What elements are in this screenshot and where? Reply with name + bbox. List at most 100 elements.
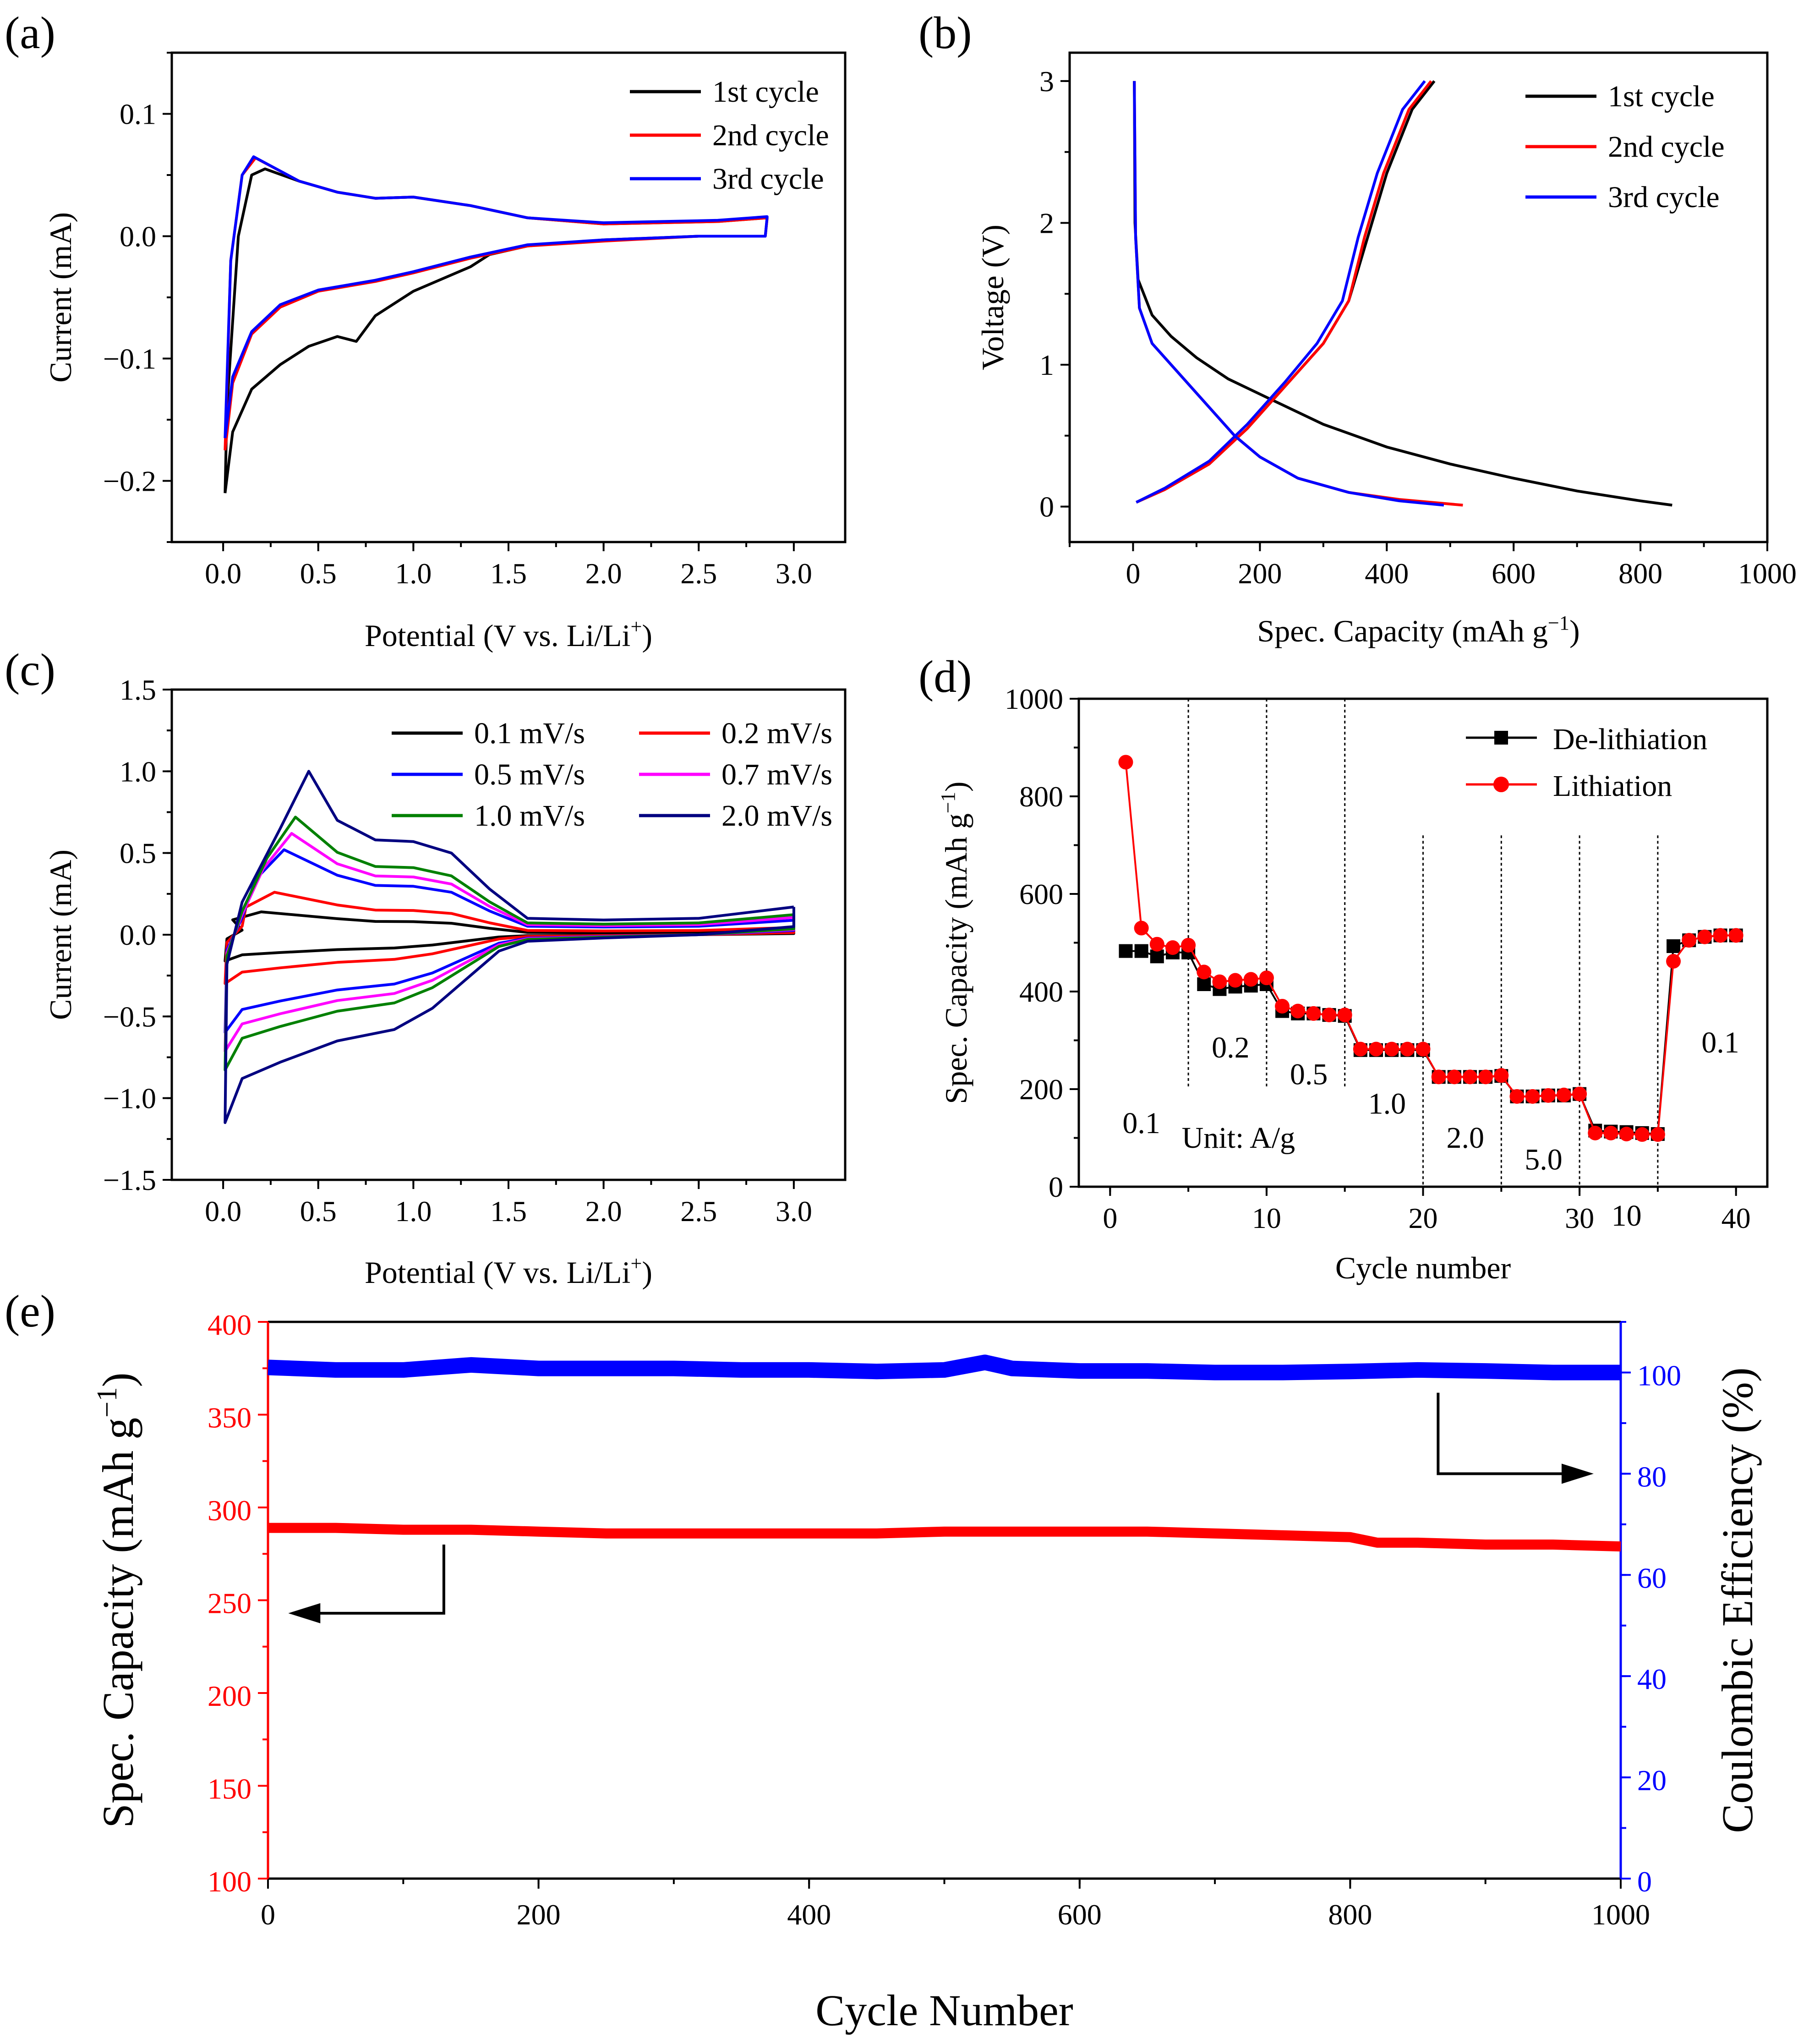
x-tick-label: 0.0 [205, 557, 241, 590]
capacity-trace [268, 1523, 1621, 1552]
rate-label: 5.0 [1525, 1143, 1563, 1177]
y-axis-label: Current (mA) [43, 849, 78, 1020]
circle-marker [1666, 954, 1681, 969]
cv-curve [224, 816, 795, 1072]
legend-label: 1st cycle [712, 75, 819, 109]
circle-marker [1259, 970, 1274, 986]
legend-label: 0.5 mV/s [474, 758, 585, 791]
x-tick-label: 200 [1238, 557, 1282, 590]
x-tick-label: 400 [787, 1898, 831, 1931]
circle-marker [1369, 1041, 1384, 1057]
y-tick-label: −1.0 [103, 1082, 156, 1115]
y-right-tick-label: 60 [1637, 1562, 1667, 1594]
circle-marker [1290, 1003, 1306, 1019]
x-tick-label: 600 [1058, 1898, 1102, 1931]
legend-marker-square [1494, 731, 1508, 745]
x-axis-label: Potential (V vs. Li/Li+) [365, 615, 652, 653]
y-left-tick-label: 400 [208, 1309, 251, 1341]
plot-frame [1068, 51, 1769, 543]
right-axis-arrow [1437, 1392, 1571, 1475]
x-tick-label: 0.5 [300, 557, 337, 590]
circle-marker [1212, 974, 1227, 989]
x-tick-label: 10 [1252, 1202, 1281, 1234]
x-tick-label: 0.0 [205, 1195, 241, 1227]
y-tick-label: 0.0 [120, 220, 156, 253]
circle-marker [1682, 933, 1697, 948]
x-tick-label: 0.5 [300, 1195, 337, 1227]
circle-marker [1181, 937, 1196, 953]
y-tick-label: −0.1 [103, 343, 156, 375]
cv-curve [224, 848, 795, 1034]
circle-marker [1478, 1069, 1493, 1085]
circle-marker [1556, 1087, 1571, 1102]
square-marker [1667, 939, 1681, 953]
x-tick-label: 20 [1409, 1202, 1438, 1234]
panel-d: (d)0 10 20 30 40020040060080010000.10.20.51.… [918, 651, 1769, 1285]
square-marker [1150, 949, 1164, 964]
y-tick-label: −1.5 [103, 1164, 156, 1196]
x-tick-label: 3.0 [776, 557, 812, 590]
circle-marker [1541, 1088, 1556, 1103]
y-left-tick-label: 200 [208, 1680, 251, 1712]
legend-label: 2nd cycle [712, 119, 829, 152]
panel-a: (a) 0.0 0.5 1.0 1.5 2.0 2.5 3.0 −0.2 −0.1 0.0 0.1 Po… [5, 7, 847, 653]
legend-label: 3rd cycle [712, 162, 824, 196]
x-tick-label: 1000 [1738, 557, 1797, 590]
left-axis-arrow [311, 1545, 445, 1615]
y-tick-label: 0.5 [120, 837, 156, 870]
y-right-tick-label: 0 [1637, 1865, 1652, 1898]
circle-marker [1697, 929, 1712, 944]
panel-e: (e)0 200 400 600 800 100010015020025030035040… [5, 1286, 1762, 2035]
y-tick-label: 0.1 [120, 98, 156, 131]
circle-marker [1509, 1089, 1525, 1104]
circle-marker [1322, 1008, 1337, 1023]
panel-label-e: (e) [5, 1286, 55, 1337]
panel-label-c: (c) [5, 644, 55, 695]
y-right-tick-label: 40 [1637, 1663, 1667, 1695]
x-axis-label: Cycle Number [815, 1986, 1073, 2035]
circle-marker [1353, 1041, 1368, 1057]
y-left-tick-label: 100 [208, 1865, 251, 1898]
circle-marker [1165, 940, 1180, 955]
x-tick-label: 2.5 [680, 557, 717, 590]
x-tick-label: 1.0 [395, 1195, 432, 1227]
x-axis-label: Potential (V vs. Li/Li+) [365, 1252, 652, 1290]
circle-marker [1134, 921, 1149, 936]
y-tick-label: 600 [1019, 878, 1063, 910]
rate-label: 0.5 [1290, 1058, 1328, 1091]
square-marker [1197, 977, 1211, 992]
y-tick-label: 3 [1039, 65, 1054, 98]
circle-marker [1462, 1069, 1477, 1085]
cv-curve [224, 155, 769, 438]
x-axis-label: Cycle number [1335, 1250, 1511, 1285]
circle-marker [1431, 1069, 1446, 1085]
x-tick-label: 2.5 [680, 1195, 717, 1227]
discharge-curve [1133, 81, 1463, 507]
discharge-curve [1133, 81, 1672, 507]
rate-label: 10 [1612, 1199, 1642, 1233]
cv-curve [224, 156, 769, 451]
y-tick-label: 400 [1019, 975, 1063, 1008]
x-tick-label: 30 [1565, 1202, 1594, 1234]
circle-marker [1634, 1127, 1650, 1142]
y-tick-label: 1.0 [120, 755, 156, 788]
x-tick-label: 3.0 [776, 1195, 812, 1227]
circle-marker [1197, 964, 1212, 980]
square-marker [1119, 944, 1133, 958]
circle-marker [1400, 1041, 1415, 1057]
x-tick-label: 200 [517, 1898, 561, 1931]
circle-marker [1416, 1041, 1431, 1057]
y-tick-label: 1000 [1005, 683, 1063, 715]
y-right-tick-label: 100 [1637, 1359, 1681, 1392]
x-tick-label: 1000 [1591, 1898, 1650, 1931]
y-left-tick-label: 300 [208, 1494, 251, 1527]
x-tick-label: 2.0 [585, 557, 622, 590]
circle-marker [1603, 1125, 1618, 1140]
y-tick-label: 800 [1019, 780, 1063, 813]
y-tick-label: 200 [1019, 1073, 1063, 1106]
circle-marker [1728, 928, 1743, 943]
circle-marker [1337, 1008, 1352, 1023]
charge-curve [1136, 80, 1432, 504]
legend-label: 0.2 mV/s [721, 717, 832, 750]
circle-marker [1619, 1126, 1634, 1141]
